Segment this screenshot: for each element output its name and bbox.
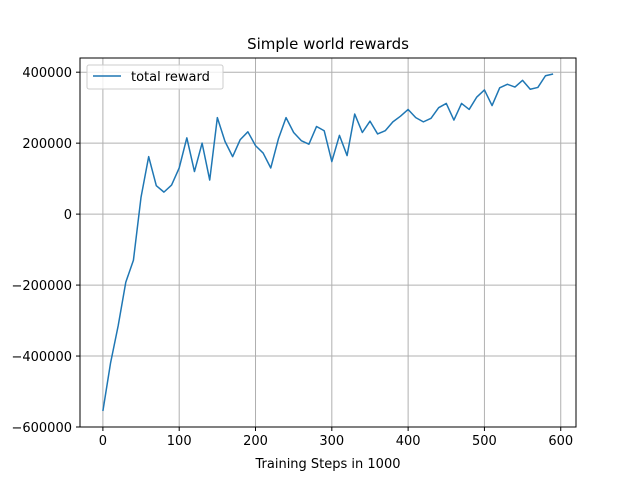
series-line-total-reward [102, 73, 554, 412]
legend-box [86, 64, 224, 90]
x-tick-label: 400 [396, 434, 421, 449]
x-tick-label: 500 [472, 434, 497, 449]
x-axis-label: Training Steps in 1000 [255, 457, 401, 472]
plot-frame [79, 57, 577, 428]
x-tick-label: 0 [99, 434, 107, 449]
axis-ticks: 0 100 200 300 400 500 600 −600000 −400000 −200000… [11, 66, 573, 449]
legend-label: total reward [131, 70, 210, 85]
y-tick-label: −400000 [11, 350, 72, 365]
y-tick-label: 200000 [22, 137, 72, 152]
y-tick-label: −200000 [11, 279, 72, 294]
legend: total reward [86, 64, 224, 90]
x-tick-label: 300 [319, 434, 344, 449]
x-tick-label: 200 [243, 434, 268, 449]
x-tick-label: 100 [167, 434, 192, 449]
chart-title: Simple world rewards [247, 35, 409, 53]
y-tick-label: 0 [64, 208, 72, 223]
series-layer [102, 73, 554, 412]
y-tick-label: −600000 [11, 421, 72, 436]
x-tick-label: 600 [548, 434, 573, 449]
y-tick-label: 400000 [22, 66, 72, 81]
